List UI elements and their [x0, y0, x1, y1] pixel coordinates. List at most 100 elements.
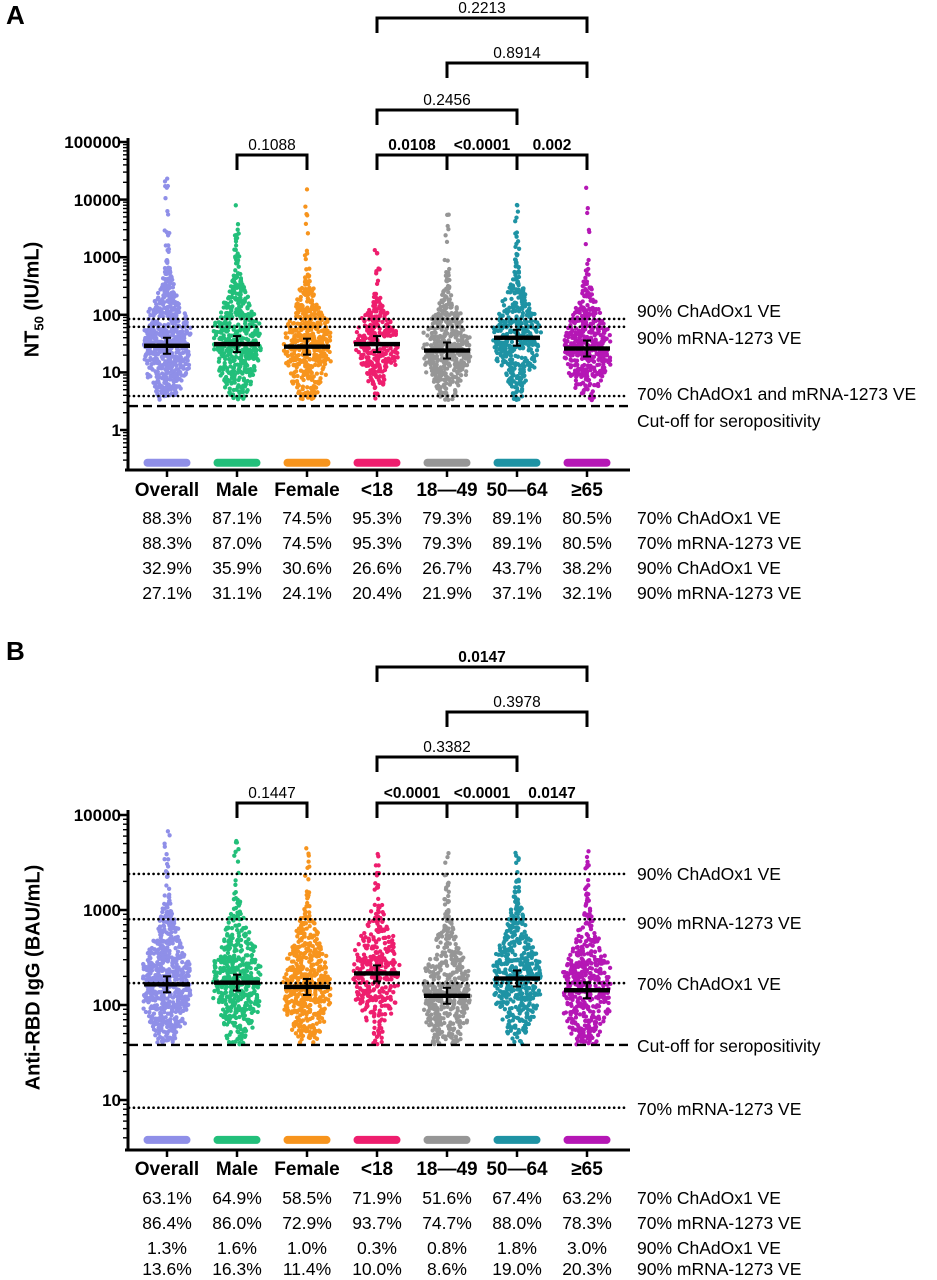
panel-a-plot — [120, 16, 630, 477]
swarm-4 — [421, 851, 473, 1047]
seronegative-band — [143, 1135, 191, 1144]
table-cell: 21.9% — [422, 583, 472, 603]
table-cell: 1.0% — [287, 1238, 327, 1258]
table-cell: 63.1% — [142, 1188, 192, 1208]
x-category-label: Male — [215, 480, 259, 501]
significance-bracket — [235, 801, 309, 818]
swarm-2 — [281, 846, 333, 1045]
table-cell: 79.3% — [422, 508, 472, 528]
table-cell: 30.6% — [282, 558, 332, 578]
table-row-label: 70% ChAdOx1 VE — [637, 508, 781, 528]
pvalue-label: 0.0108 — [388, 137, 436, 154]
table-cell: 89.1% — [492, 508, 542, 528]
x-category-label: Overall — [134, 480, 200, 501]
table-cell: 37.1% — [492, 583, 542, 603]
swarm-0 — [140, 829, 193, 1045]
median-bar — [144, 343, 190, 348]
significance-bracket — [515, 153, 589, 170]
seronegative-band — [423, 458, 471, 467]
seronegative-band — [563, 458, 611, 467]
table-cell: 88.3% — [142, 508, 192, 528]
table-cell: 80.5% — [562, 508, 612, 528]
seronegative-band — [493, 1135, 541, 1144]
pvalue-label: 0.3382 — [423, 739, 471, 756]
x-category-label: ≥65 — [571, 480, 603, 501]
pvalue-label: <0.0001 — [383, 785, 441, 802]
panel-b-letter: B — [6, 636, 25, 666]
swarm-2 — [281, 187, 333, 402]
table-cell: 78.3% — [562, 1213, 612, 1233]
table-cell: 95.3% — [352, 533, 402, 553]
significance-bracket — [515, 801, 589, 818]
table-cell: 24.1% — [282, 583, 332, 603]
reference-line-label: Cut-off for seropositivity — [637, 1036, 821, 1056]
y-tick-label: 10 — [102, 363, 121, 382]
table-cell: 16.3% — [212, 1259, 262, 1279]
swarm-4 — [421, 212, 473, 403]
table-cell: 63.2% — [562, 1188, 612, 1208]
table-cell: 87.0% — [212, 533, 262, 553]
pvalue-label: 0.2456 — [423, 92, 471, 109]
swarm-3 — [351, 851, 402, 1047]
table-cell: 20.3% — [562, 1259, 612, 1279]
table-row-label: 90% ChAdOx1 VE — [637, 1238, 781, 1258]
median-bar — [564, 988, 610, 993]
median-bar — [564, 346, 610, 351]
pvalue-label: 0.002 — [532, 137, 572, 154]
x-category-label: Female — [274, 1159, 340, 1180]
y-tick-label: 100 — [92, 306, 121, 325]
x-category-label: 18—49 — [416, 1159, 478, 1180]
significance-bracket — [235, 153, 309, 170]
y-tick-label: 100000 — [64, 133, 121, 152]
panel-a-letter: A — [6, 0, 25, 30]
table-row-label: 90% mRNA-1273 VE — [637, 1259, 802, 1279]
seronegative-band — [353, 458, 401, 467]
table-cell: 51.6% — [422, 1188, 472, 1208]
swarm-0 — [141, 176, 193, 402]
seronegative-band — [493, 458, 541, 467]
pvalue-label: 0.8914 — [493, 45, 541, 62]
y-tick-label: 1000 — [83, 248, 121, 267]
table-cell: 32.1% — [562, 583, 612, 603]
significance-bracket — [445, 61, 589, 78]
y-tick-label: 10000 — [73, 806, 121, 825]
swarm-5 — [491, 202, 544, 403]
table-cell: 20.4% — [352, 583, 402, 603]
significance-bracket — [375, 153, 449, 170]
median-bar — [284, 984, 330, 990]
pvalue-label: 0.1447 — [248, 785, 296, 802]
x-category-label: ≥65 — [571, 1159, 603, 1180]
table-cell: 95.3% — [352, 508, 402, 528]
reference-line-label: 70% ChAdOx1 and mRNA-1273 VE — [637, 384, 917, 404]
seronegative-band — [213, 1135, 261, 1144]
y-tick-label: 1 — [111, 421, 121, 440]
significance-bracket — [375, 16, 589, 33]
y-tick-label: 100 — [92, 996, 121, 1015]
table-cell: 3.0% — [567, 1238, 607, 1258]
table-cell: 93.7% — [352, 1213, 402, 1233]
table-cell: 86.0% — [212, 1213, 262, 1233]
pvalue-label: 0.1088 — [248, 137, 296, 154]
table-cell: 72.9% — [282, 1213, 332, 1233]
table-cell: 64.9% — [212, 1188, 262, 1208]
y-tick-label: 1000 — [83, 901, 121, 920]
table-cell: 74.5% — [282, 533, 332, 553]
significance-bracket — [445, 710, 589, 727]
significance-bracket — [445, 801, 519, 818]
median-bar — [144, 982, 190, 987]
x-category-label: Overall — [134, 1159, 200, 1180]
seronegative-band — [213, 458, 261, 467]
seronegative-band — [283, 458, 331, 467]
significance-bracket — [375, 801, 449, 818]
table-cell: 0.8% — [427, 1238, 467, 1258]
swarm-3 — [353, 247, 400, 401]
table-cell: 13.6% — [142, 1259, 192, 1279]
y-axis-title-a: NT50 (IU/mL) — [21, 241, 47, 358]
median-bar — [214, 341, 260, 347]
table-cell: 1.8% — [497, 1238, 537, 1258]
x-category-label: <18 — [360, 1159, 394, 1180]
reference-line-label: 70% ChAdOx1 VE — [637, 974, 781, 994]
seronegative-band — [353, 1135, 401, 1144]
swarm-5 — [491, 850, 543, 1047]
